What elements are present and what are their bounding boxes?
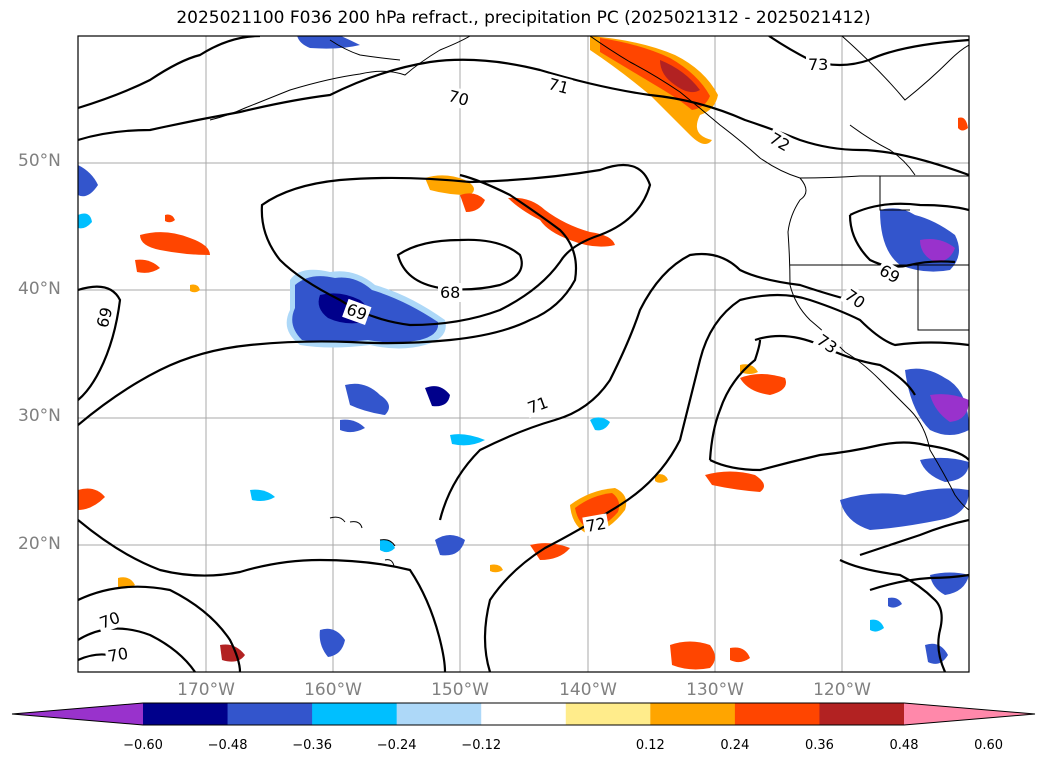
lon-label-150w: 150°W (431, 680, 489, 700)
map-area (78, 36, 969, 672)
contour-label-2: 71 (546, 74, 571, 98)
contour-label-1: 73 (808, 55, 828, 74)
colorbar-outline (11, 702, 1036, 726)
colorbar-extend-max (904, 703, 1035, 725)
colorbar-tick-label: −0.60 (123, 738, 163, 753)
colorbar-segment (481, 703, 567, 725)
colorbar-segment (312, 703, 398, 725)
lon-label-140w: 140°W (559, 680, 617, 700)
contour-label-14: 70 (106, 644, 129, 666)
lon-label-170w: 170°W (177, 680, 235, 700)
lat-label-20n: 20°N (18, 534, 61, 554)
colorbar-tick-label: −0.36 (292, 738, 333, 753)
lat-label-50n: 50°N (18, 151, 61, 171)
colorbar-tick-label: −0.24 (376, 738, 417, 753)
colorbar (11, 702, 1036, 726)
colorbar-segment (396, 703, 482, 725)
colorbar-tick-label: 0.48 (889, 738, 919, 753)
refractivity-contours (78, 36, 969, 672)
colorbar-segment (650, 703, 736, 725)
map-title: 2025021100 F036 200 hPa refract., precip… (176, 8, 871, 28)
contour-label-3: 70 (446, 86, 471, 110)
map-frame (77, 35, 970, 673)
colorbar-segment (227, 703, 313, 725)
contour-label-11: 72 (584, 514, 607, 536)
colorbar-extend-min (12, 703, 143, 725)
colorbar-segment (565, 703, 651, 725)
lon-label-130w: 130°W (686, 680, 744, 700)
colorbar-tick-label: −0.12 (461, 738, 502, 753)
colorbar-tick-label: 0.60 (974, 738, 1004, 753)
colorbar-tick-label: 0.36 (804, 738, 834, 753)
lat-label-40n: 40°N (18, 279, 61, 299)
colorbar-segments (143, 703, 905, 725)
colorbar-tick-label: 0.24 (720, 738, 750, 753)
lon-label-160w: 160°W (304, 680, 362, 700)
colorbar-segment (734, 703, 820, 725)
contour-label-7: 69 (93, 305, 117, 330)
coastlines (209, 36, 969, 567)
contour-label-5: 68 (440, 283, 460, 302)
lat-label-30n: 30°N (18, 406, 61, 426)
colorbar-segment (143, 703, 229, 725)
colorbar-tick-label: 0.12 (635, 738, 665, 753)
lon-label-120w: 120°W (813, 680, 871, 700)
colorbar-tick-label: −0.48 (207, 738, 248, 753)
precip-positive-areas (78, 36, 968, 670)
colorbar-segment (819, 703, 905, 725)
